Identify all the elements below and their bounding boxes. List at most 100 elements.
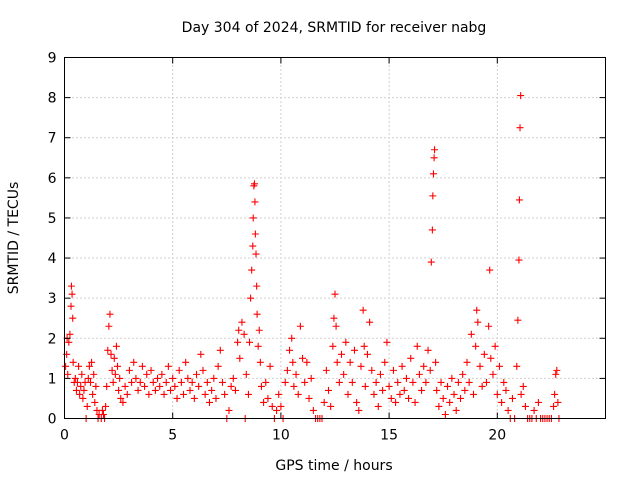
data-point: [83, 402, 91, 410]
data-point: [400, 386, 408, 394]
data-point: [332, 322, 340, 330]
data-point: [348, 378, 356, 386]
data-point: [260, 398, 268, 406]
data-point: [294, 390, 302, 398]
data-point: [301, 378, 309, 386]
data-point: [432, 358, 440, 366]
data-point: [480, 350, 488, 358]
y-tick-label: 5: [48, 211, 57, 227]
data-point: [519, 382, 527, 390]
data-point: [208, 386, 216, 394]
data-point: [359, 306, 367, 314]
data-point: [448, 374, 456, 382]
data-point: [210, 374, 218, 382]
data-point: [132, 374, 140, 382]
data-point: [476, 362, 484, 370]
data-point: [77, 382, 85, 390]
data-point: [76, 390, 84, 398]
data-point: [482, 378, 490, 386]
data-point: [156, 382, 164, 390]
data-point: [167, 386, 175, 394]
data-point: [173, 394, 181, 402]
y-tick-label: 3: [48, 291, 57, 307]
chart-title: Day 304 of 2024, SRMTID for receiver nab…: [182, 20, 487, 36]
data-point: [80, 386, 88, 394]
data-point: [340, 370, 348, 378]
data-point: [437, 378, 445, 386]
data-point: [89, 390, 97, 398]
data-point: [275, 390, 283, 398]
data-point: [91, 398, 99, 406]
data-point: [467, 330, 475, 338]
data-point: [195, 382, 203, 390]
data-point: [88, 358, 96, 366]
data-point: [429, 170, 437, 178]
data-point: [221, 390, 229, 398]
data-point: [353, 398, 361, 406]
data-point: [253, 310, 261, 318]
data-point: [115, 386, 123, 394]
data-point: [486, 266, 494, 274]
data-point: [216, 346, 224, 354]
data-point: [197, 350, 205, 358]
data-point: [225, 406, 233, 414]
data-point: [164, 362, 172, 370]
data-point: [268, 402, 276, 410]
data-point: [103, 382, 111, 390]
data-point: [513, 362, 521, 370]
y-axis-label: SRMTID / TECUs: [6, 182, 22, 295]
data-point: [254, 342, 262, 350]
data-point: [331, 290, 339, 298]
data-point: [234, 338, 242, 346]
data-points: [62, 92, 563, 422]
data-point: [247, 294, 255, 302]
data-point: [329, 342, 337, 350]
data-point: [439, 394, 447, 402]
data-point: [145, 390, 153, 398]
data-point: [244, 390, 252, 398]
data-point: [160, 390, 168, 398]
data-point: [296, 322, 304, 330]
data-point: [381, 358, 389, 366]
data-point: [433, 386, 441, 394]
data-point: [227, 382, 235, 390]
data-point: [184, 374, 192, 382]
data-point: [427, 258, 435, 266]
data-point: [409, 378, 417, 386]
data-point: [249, 214, 257, 222]
data-point: [231, 386, 239, 394]
data-point: [350, 346, 358, 354]
data-point: [175, 366, 183, 374]
data-point: [517, 92, 525, 100]
data-point: [322, 366, 330, 374]
data-point: [71, 374, 79, 382]
y-tick-label: 2: [48, 331, 57, 347]
data-point: [463, 358, 471, 366]
data-point: [498, 398, 506, 406]
data-point: [551, 390, 559, 398]
data-point: [504, 406, 512, 414]
data-point: [75, 362, 83, 370]
data-point: [66, 330, 74, 338]
data-point: [521, 402, 529, 410]
data-point: [495, 362, 503, 370]
y-tick-label: 6: [48, 171, 57, 187]
data-point: [320, 398, 328, 406]
data-point: [415, 370, 423, 378]
data-point: [246, 338, 254, 346]
data-point: [554, 398, 562, 406]
data-point: [307, 374, 315, 382]
data-point: [474, 318, 482, 326]
data-point: [461, 386, 469, 394]
data-point: [201, 390, 209, 398]
data-point: [177, 378, 185, 386]
data-point: [363, 350, 371, 358]
data-point: [72, 386, 80, 394]
data-point: [514, 316, 522, 324]
data-point: [289, 358, 297, 366]
data-point: [238, 318, 246, 326]
data-point: [405, 394, 413, 402]
data-point: [68, 290, 76, 298]
data-point: [112, 342, 120, 350]
